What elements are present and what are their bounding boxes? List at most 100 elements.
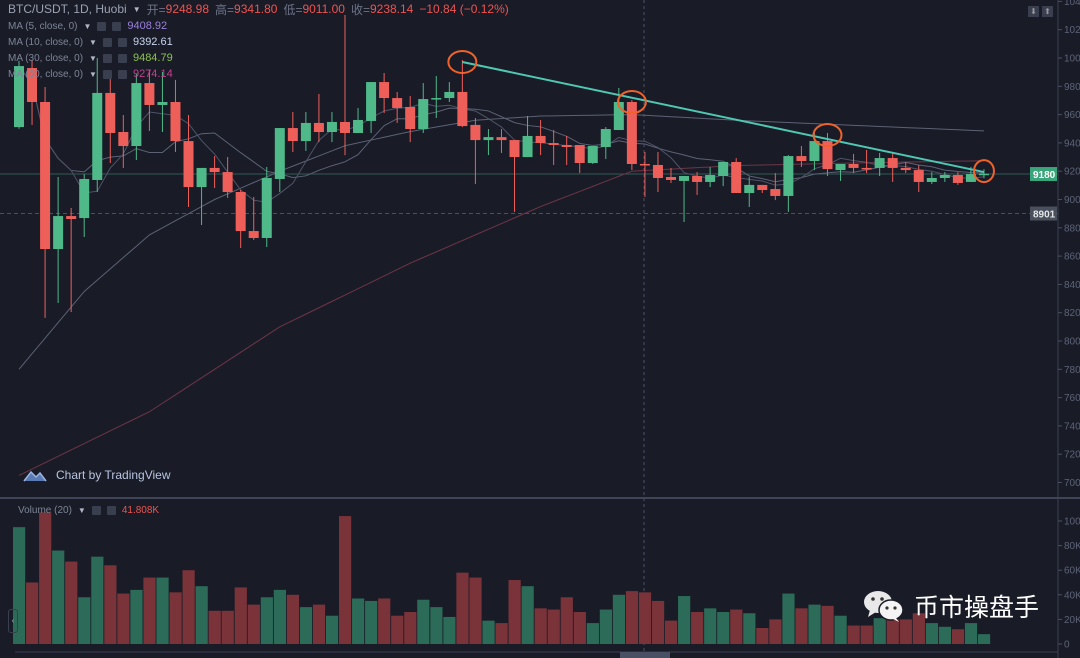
- move-down-icon[interactable]: ⬇: [1028, 6, 1039, 17]
- chevron-down-icon[interactable]: ▼: [132, 4, 141, 14]
- move-up-icon[interactable]: ⬆: [1042, 6, 1053, 17]
- settings-icon[interactable]: [97, 21, 107, 31]
- last-price-label: 9180: [1033, 170, 1056, 181]
- candle-up: [939, 175, 950, 178]
- candle-up: [926, 177, 937, 182]
- candle-down: [222, 172, 233, 193]
- volume-bar: [495, 623, 508, 644]
- volume-bar: [730, 609, 743, 644]
- chevron-down-icon[interactable]: ▼: [89, 53, 97, 63]
- chevron-down-icon[interactable]: ▼: [89, 37, 97, 47]
- indicator-label: MA (30, close, 0): [8, 52, 84, 64]
- watermark-text: 币市操盘手: [914, 594, 1040, 622]
- candle-up: [835, 163, 846, 171]
- candle-down: [470, 124, 481, 141]
- settings-icon[interactable]: [102, 69, 112, 79]
- chevron-down-icon[interactable]: ▼: [89, 69, 97, 79]
- candle-down: [731, 162, 742, 193]
- volume-bar: [443, 616, 456, 644]
- candle-down: [548, 143, 559, 146]
- candle-up: [274, 128, 285, 179]
- open-value: 9248.98: [165, 2, 210, 16]
- volume-bar: [234, 587, 247, 644]
- volume-bar: [795, 608, 808, 644]
- candle-down: [626, 102, 637, 164]
- y-tick-label: 7000: [1064, 478, 1080, 489]
- settings-icon[interactable]: [102, 37, 112, 47]
- volume-bar: [169, 592, 182, 644]
- candle-up: [79, 178, 90, 219]
- candle-up: [261, 177, 272, 238]
- volume-bar: [52, 550, 65, 644]
- indicator-ma10[interactable]: MA (10, close, 0) ▼ 9392.61: [8, 34, 509, 50]
- candle-down: [457, 91, 468, 127]
- close-icon[interactable]: [117, 69, 127, 79]
- candle-down: [848, 163, 859, 168]
- trendline: [462, 60, 985, 174]
- symbol-title[interactable]: BTC/USDT, 1D, Huobi: [8, 2, 127, 16]
- candle-down: [313, 122, 324, 133]
- collapse-panel-button[interactable]: ‹: [8, 609, 18, 633]
- candle-up: [783, 156, 794, 196]
- volume-bar: [964, 623, 978, 644]
- candle-down: [822, 141, 833, 170]
- volume-bar: [260, 597, 273, 644]
- y-tick-label: 8600: [1064, 252, 1080, 263]
- volume-label: Volume (20): [18, 505, 72, 516]
- volume-bar: [782, 593, 795, 644]
- candle-up: [874, 158, 885, 168]
- volume-bar: [743, 613, 756, 644]
- volume-bar: [860, 625, 873, 644]
- volume-bar: [678, 596, 691, 644]
- y-tick-label: 10200: [1064, 25, 1080, 36]
- tradingview-branding[interactable]: Chart by TradingView: [22, 467, 171, 483]
- candle-up: [326, 121, 337, 133]
- close-icon[interactable]: [106, 506, 116, 515]
- candle-down: [392, 98, 403, 108]
- close-icon[interactable]: [112, 21, 122, 31]
- volume-legend[interactable]: Volume (20) ▼ 41.808K: [18, 505, 159, 516]
- volume-bar: [925, 623, 938, 644]
- chart-legend: BTC/USDT, 1D, Huobi ▼ 开= 9248.98 高= 9341.8…: [8, 0, 509, 82]
- settings-icon[interactable]: [102, 53, 112, 63]
- close-value: 9238.14: [369, 2, 414, 16]
- indicator-label: MA (10, close, 0): [8, 36, 84, 48]
- volume-bar: [247, 604, 260, 644]
- volume-bar: [847, 625, 860, 644]
- volume-bar: [912, 613, 925, 644]
- close-icon[interactable]: [117, 37, 127, 47]
- indicator-ma30[interactable]: MA (30, close, 0) ▼ 9484.79: [8, 50, 509, 66]
- volume-bar: [977, 634, 991, 644]
- candle-down: [40, 102, 51, 250]
- volume-bar: [378, 598, 391, 644]
- close-icon[interactable]: [117, 53, 127, 63]
- candle-down: [248, 231, 259, 238]
- chevron-down-icon[interactable]: ▼: [77, 506, 86, 515]
- volume-bar: [104, 565, 117, 644]
- highlight-circle: [972, 159, 995, 184]
- wechat-icon: [864, 591, 904, 622]
- candle-up: [965, 174, 976, 182]
- candle-down: [405, 106, 416, 130]
- volume-bar: [638, 592, 652, 644]
- indicator-value: 9408.92: [127, 20, 168, 32]
- settings-icon[interactable]: [91, 506, 101, 515]
- candle-up: [53, 216, 64, 250]
- candle-up: [366, 82, 377, 121]
- indicator-ma60[interactable]: MA (60, close, 0) ▼ 9274.14: [8, 66, 509, 82]
- indicator-ma5[interactable]: MA (5, close, 0) ▼ 9408.92: [8, 18, 509, 34]
- candle-down: [952, 175, 963, 183]
- candle-down: [692, 176, 703, 182]
- volume-y-tick-label: 40K: [1064, 590, 1080, 601]
- volume-bar: [899, 619, 912, 644]
- chevron-down-icon[interactable]: ▼: [83, 21, 92, 31]
- y-tick-label: 8800: [1064, 223, 1080, 234]
- last-price-badge: [1030, 167, 1057, 182]
- volume-bar: [873, 618, 886, 644]
- volume-y-tick-label: 80K: [1064, 541, 1080, 552]
- volume-bar: [325, 615, 339, 644]
- volume-bar: [91, 556, 104, 644]
- candle-down: [27, 68, 38, 103]
- volume-bar: [821, 605, 834, 644]
